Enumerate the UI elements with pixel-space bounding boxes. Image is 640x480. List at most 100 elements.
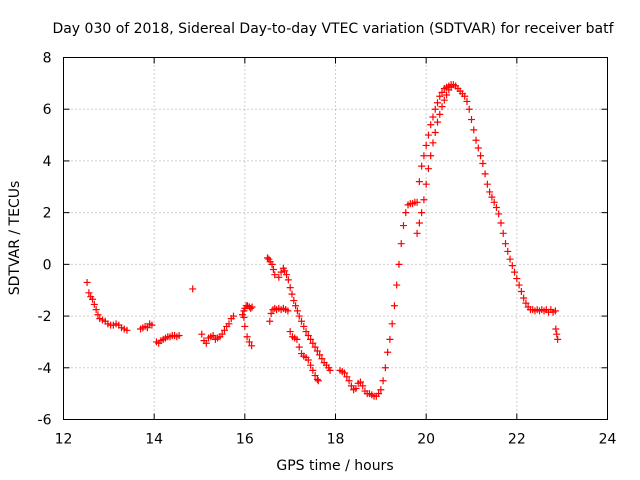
data-point [352, 384, 360, 392]
data-point [400, 222, 407, 230]
data-point [492, 203, 500, 211]
data-point [189, 285, 197, 293]
y-axis-label: SDTVAR / TECUs [7, 181, 23, 296]
data-point [343, 373, 351, 381]
data-point [92, 306, 100, 314]
data-point [309, 339, 317, 347]
data-point [314, 377, 322, 385]
data-point [89, 295, 97, 303]
data-point [309, 366, 317, 374]
data-point [422, 180, 430, 188]
data-point [434, 99, 441, 107]
data-point [295, 343, 303, 351]
data-point [479, 160, 487, 168]
data-point [225, 320, 233, 328]
data-point [424, 165, 432, 173]
data-point [381, 364, 389, 372]
data-point [486, 188, 494, 196]
data-point [313, 375, 321, 383]
data-point [230, 312, 237, 320]
data-point [517, 288, 525, 296]
data-point [420, 152, 428, 160]
y-tick-label: 8 [43, 51, 52, 67]
data-point [175, 331, 183, 339]
data-point [447, 83, 455, 91]
data-point [359, 382, 367, 390]
data-point [553, 330, 561, 338]
data-point [483, 180, 491, 188]
data-point [554, 335, 562, 343]
data-point [502, 240, 509, 248]
data-point [202, 339, 210, 347]
data-point [418, 209, 426, 217]
data-point [356, 378, 364, 386]
x-tick-label: 16 [236, 432, 254, 448]
data-point [431, 128, 439, 136]
data-point [271, 271, 279, 279]
data-point [490, 198, 498, 206]
data-point [440, 96, 448, 104]
y-tick-label: -2 [38, 309, 52, 325]
data-point [94, 311, 102, 319]
x-tick-label: 20 [417, 432, 435, 448]
data-point [269, 266, 277, 274]
data-point [148, 321, 156, 329]
data-point [143, 324, 151, 332]
data-point [443, 91, 451, 99]
data-point [461, 92, 469, 100]
y-tick-label: 6 [43, 102, 52, 118]
data-point [463, 97, 471, 105]
data-point [472, 136, 480, 144]
data-point [427, 121, 435, 129]
data-point [293, 335, 301, 343]
data-point [83, 278, 91, 286]
data-point [286, 284, 294, 292]
data-point [302, 328, 310, 336]
data-point [418, 162, 426, 170]
data-point [275, 273, 283, 281]
data-point [347, 382, 355, 390]
data-point [415, 219, 423, 227]
data-point [281, 267, 289, 275]
data-point [248, 342, 256, 350]
data-point [379, 377, 387, 385]
x-tick-label: 12 [55, 432, 73, 448]
data-point [304, 331, 312, 339]
data-point [345, 377, 353, 385]
data-point [429, 139, 437, 147]
y-tick-label: 2 [43, 206, 52, 222]
data-point [395, 260, 403, 268]
chart-title: Day 030 of 2018, Sidereal Day-to-day VTE… [52, 21, 614, 37]
data-point [284, 307, 292, 315]
data-point [292, 302, 300, 310]
data-point [424, 131, 432, 139]
data-point [511, 268, 519, 276]
data-point [438, 103, 446, 111]
data-point [283, 271, 291, 279]
data-point [386, 335, 394, 343]
data-point [488, 193, 496, 201]
data-point [218, 330, 226, 338]
plot-frame [63, 57, 608, 420]
data-point [497, 219, 505, 227]
data-point [341, 369, 349, 377]
data-point [298, 317, 305, 325]
data-point [290, 297, 298, 305]
data-point [468, 116, 475, 124]
data-point [393, 281, 401, 289]
data-point [415, 178, 423, 186]
y-tick-label: 0 [43, 257, 52, 273]
data-point [420, 196, 428, 204]
y-tick-label: 4 [43, 154, 52, 170]
data-point [288, 290, 296, 298]
data-point [220, 326, 228, 334]
data-point [436, 110, 444, 118]
data-point [402, 209, 410, 217]
data-point [316, 351, 324, 359]
data-point [390, 302, 398, 310]
data-point [277, 268, 285, 276]
data-point [377, 386, 385, 394]
data-point [311, 372, 319, 380]
data-point [245, 338, 253, 346]
